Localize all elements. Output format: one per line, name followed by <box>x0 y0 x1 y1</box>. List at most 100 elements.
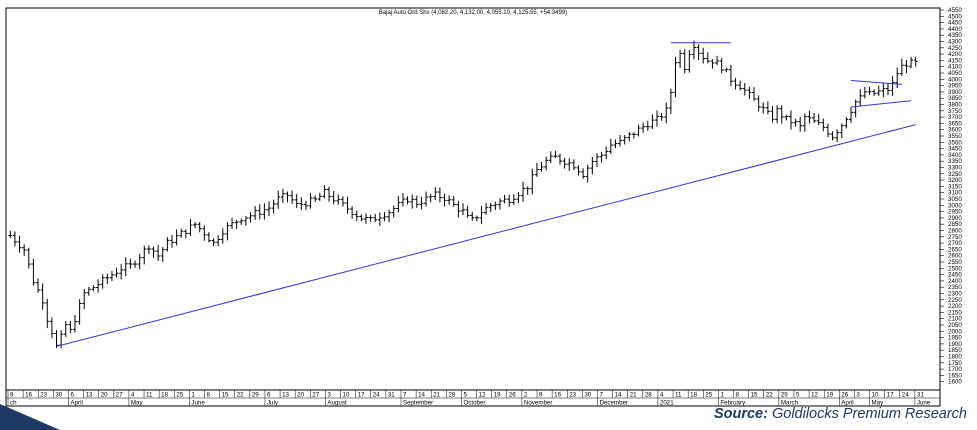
ohlc-bar <box>322 185 327 199</box>
ohlc-bar <box>558 153 563 165</box>
ohlc-bar <box>303 200 308 211</box>
ohlc-bar <box>359 214 364 222</box>
ohlc-bar <box>802 113 807 132</box>
ohlc-bar <box>904 60 909 74</box>
ohlc-bar <box>705 52 710 64</box>
x-tick-label: 21 <box>630 392 637 399</box>
x-tick-label: 28 <box>645 392 652 399</box>
ohlc-bar <box>807 110 812 124</box>
y-tick-label: 2500 <box>948 265 962 272</box>
ohlc-bar <box>548 151 553 163</box>
month-label: April <box>841 400 853 407</box>
ohlc-bar <box>470 211 475 221</box>
y-tick-label: 2300 <box>948 291 962 298</box>
y-tick-label: 3200 <box>948 177 962 184</box>
x-tick-label: 1 <box>720 392 724 399</box>
ohlc-bar <box>202 225 207 241</box>
ohlc-bar <box>594 153 599 168</box>
ohlc-bar <box>206 232 211 243</box>
y-tick-label: 1650 <box>948 372 962 379</box>
ohlc-bar <box>553 150 558 159</box>
ohlc-bar <box>382 212 387 222</box>
x-tick-label: 24 <box>902 392 909 399</box>
month-label: May <box>131 400 144 407</box>
x-tick-label: 9 <box>10 392 14 399</box>
x-tick-label: 23 <box>569 392 576 399</box>
ohlc-bar <box>248 212 253 223</box>
ohlc-bar <box>511 194 516 205</box>
x-tick-label: 3 <box>856 392 860 399</box>
y-tick-label: 4100 <box>948 64 962 71</box>
ohlc-bar <box>534 163 539 177</box>
month-label: August <box>327 400 347 407</box>
ohlc-bar <box>627 131 632 142</box>
month-label: April <box>70 400 82 407</box>
ohlc-bar <box>447 195 452 205</box>
ohlc-bar <box>169 234 174 248</box>
ohlc-bar <box>825 123 830 138</box>
ohlc-bar <box>160 247 165 262</box>
ohlc-bar <box>650 114 655 130</box>
y-tick-label: 3100 <box>948 190 962 197</box>
ohlc-bar <box>109 270 114 282</box>
y-tick-label: 1600 <box>948 379 962 386</box>
y-tick-label: 1750 <box>948 360 962 367</box>
ohlc-bar <box>622 135 627 145</box>
ohlc-bar <box>123 257 128 277</box>
ohlc-bar <box>862 86 867 99</box>
ohlc-bar <box>156 244 161 261</box>
x-tick-label: 1 <box>191 392 195 399</box>
month-label: February <box>720 400 746 407</box>
y-tick-label: 2450 <box>948 272 962 279</box>
ohlc-bar <box>816 113 821 126</box>
ohlc-bar <box>585 164 590 183</box>
ohlc-bar <box>770 106 775 123</box>
ohlc-bar <box>724 67 729 73</box>
x-tick-label: 6 <box>267 392 271 399</box>
ohlc-bar <box>899 58 904 76</box>
ohlc-bar <box>567 158 572 171</box>
source-caption: Source: Goldilocks Premium Research <box>714 406 967 422</box>
ohlc-bar <box>294 194 299 208</box>
ohlc-bar <box>285 191 290 203</box>
ohlc-bar <box>849 107 854 123</box>
ohlc-bar <box>387 209 392 223</box>
x-tick-label: 29 <box>252 392 259 399</box>
ohlc-bar <box>26 247 31 269</box>
x-tick-label: 7 <box>599 392 603 399</box>
ohlc-bar <box>442 193 447 207</box>
ohlc-bar <box>733 78 738 90</box>
ohlc-bar <box>613 139 618 149</box>
y-tick-label: 2600 <box>948 253 962 260</box>
y-tick-label: 1900 <box>948 341 962 348</box>
x-tick-label: 26 <box>509 392 516 399</box>
x-tick-label: 12 <box>479 392 486 399</box>
ohlc-bar <box>100 274 105 289</box>
ohlc-bar <box>502 194 507 204</box>
ohlc-bar <box>742 82 747 96</box>
x-tick-label: 8 <box>206 392 210 399</box>
ohlc-bar <box>451 196 456 207</box>
ohlc-bar <box>72 315 77 333</box>
ohlc-bar <box>788 110 793 130</box>
y-tick-label: 3400 <box>948 152 962 159</box>
ohlc-bar <box>230 217 235 229</box>
ohlc-bar <box>525 186 530 195</box>
ohlc-bar <box>719 58 724 74</box>
ohlc-bar <box>12 231 17 247</box>
x-tick-label: 2 <box>524 392 528 399</box>
y-tick-label: 2200 <box>948 303 962 310</box>
ohlc-bar <box>49 317 54 339</box>
month-label: November <box>524 400 553 407</box>
ohlc-bar <box>890 76 895 96</box>
ohlc-bar <box>867 87 872 96</box>
ohlc-bar <box>793 118 798 127</box>
ohlc-bar <box>63 321 68 337</box>
flag-lower <box>850 100 912 108</box>
trendline-support <box>56 124 916 347</box>
ohlc-bar <box>604 146 609 160</box>
x-tick-label: 28 <box>448 392 455 399</box>
ohlc-bar <box>590 156 595 175</box>
x-tick-label: 17 <box>358 392 365 399</box>
